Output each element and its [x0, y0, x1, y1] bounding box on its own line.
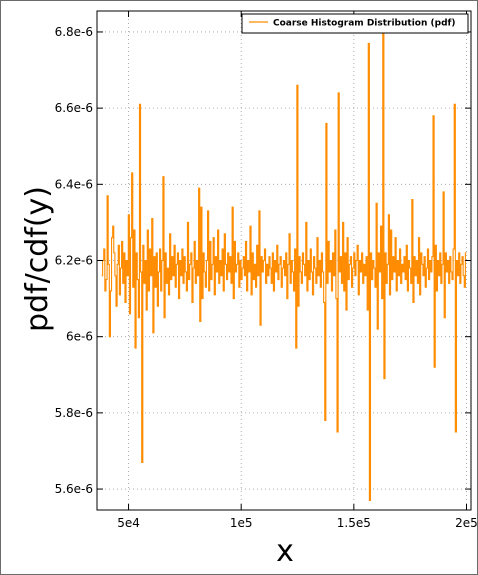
y-tick-label: 5.6e-6: [55, 482, 93, 496]
tick-labels: 5e4 1e5 1.5e5 2e5 5.6e-6 5.8e-6 6e-6 6.2e-6 6.4e…: [55, 25, 477, 530]
y-axis-title: pdf/cdf(y): [20, 186, 55, 332]
y-tick-label: 6.8e-6: [55, 25, 93, 39]
y-tick-label: 6.6e-6: [55, 101, 93, 115]
legend-label: Coarse Histogram Distribution (pdf): [273, 19, 456, 29]
legend-box: [241, 13, 469, 34]
x-tick-label: 1e5: [230, 516, 253, 530]
x-tick-label: 5e4: [117, 516, 140, 530]
series-line: [101, 31, 467, 502]
y-tick-label: 5.8e-6: [55, 406, 93, 420]
y-tick-label: 6.2e-6: [55, 254, 93, 268]
x-tick-label: 2e5: [455, 516, 477, 530]
x-tick-label: 1.5e5: [337, 516, 371, 530]
legend: Coarse Histogram Distribution (pdf): [241, 13, 469, 34]
x-axis-title: x: [276, 534, 294, 569]
y-tick-label: 6.4e-6: [55, 177, 93, 191]
y-tick-label: 6e-6: [66, 330, 93, 344]
